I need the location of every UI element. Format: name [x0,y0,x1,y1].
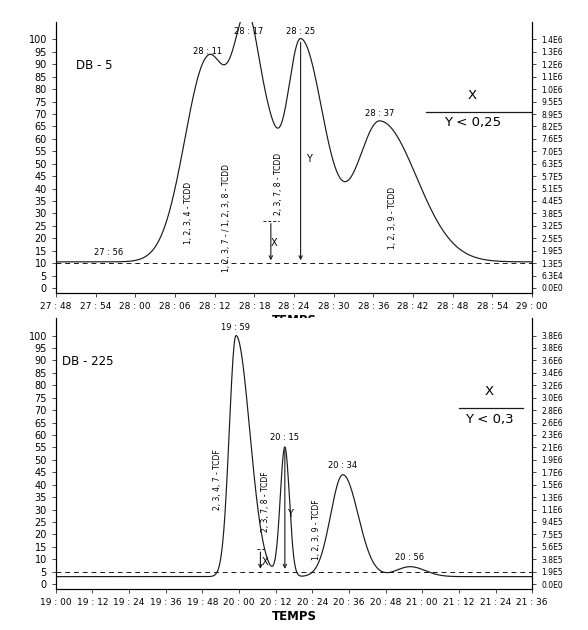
Text: X: X [262,557,269,567]
Text: X: X [468,89,477,101]
Text: 19 : 59: 19 : 59 [222,323,250,332]
Text: 28 : 17: 28 : 17 [235,26,263,36]
Text: 28 : 37: 28 : 37 [365,109,395,118]
Text: X: X [485,385,494,398]
Text: Y < 0,3: Y < 0,3 [465,413,514,426]
Text: 28 : 11: 28 : 11 [193,47,223,55]
Text: 2, 3, 7, 8 - TCDF: 2, 3, 7, 8 - TCDF [260,472,269,532]
Text: 2, 3, 4, 7 - TCDF: 2, 3, 4, 7 - TCDF [213,449,222,510]
X-axis label: TEMPS: TEMPS [272,314,316,327]
Text: 1, 2, 3, 9 - TCDF: 1, 2, 3, 9 - TCDF [312,499,322,559]
X-axis label: TEMPS: TEMPS [272,610,316,623]
Text: Y: Y [288,510,293,520]
Text: Y < 0,25: Y < 0,25 [444,117,501,130]
Text: 2, 3, 7, 8 - TCDD: 2, 3, 7, 8 - TCDD [274,152,283,215]
Text: 27 : 56: 27 : 56 [94,248,123,257]
Text: 20 : 56: 20 : 56 [396,553,425,562]
Text: X: X [271,238,278,248]
Text: Y: Y [306,154,312,164]
Text: DB - 225: DB - 225 [62,355,113,369]
Text: 1, 2, 3, 7 - / 1, 2, 3, 8 - TCDD: 1, 2, 3, 7 - / 1, 2, 3, 8 - TCDD [222,164,231,272]
Text: 1, 2, 3, 9 - TCDD: 1, 2, 3, 9 - TCDD [387,187,396,249]
Text: 20 : 15: 20 : 15 [270,433,299,442]
Text: 1, 2, 3, 4 - TCDD: 1, 2, 3, 4 - TCDD [185,182,193,244]
Text: 20 : 34: 20 : 34 [328,461,358,470]
Text: 28 : 25: 28 : 25 [286,26,315,36]
Text: DB - 5: DB - 5 [76,59,112,72]
